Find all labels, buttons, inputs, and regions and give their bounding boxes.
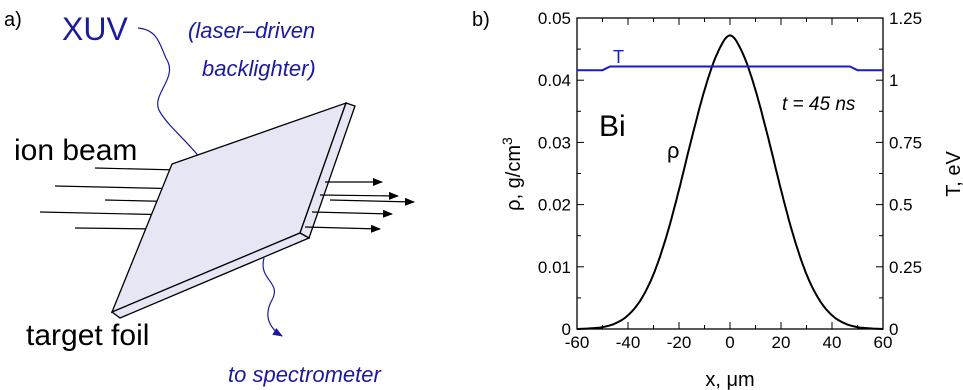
- spectrometer-path: [262, 257, 283, 337]
- y-left-tick-labels: 0 0.01 0.02 0.03 0.04 0.05: [538, 9, 571, 339]
- y-left-tick-label: 0.05: [538, 9, 571, 28]
- x-tick-label: -20: [667, 333, 692, 352]
- y-left-tick-label: 0: [562, 320, 571, 339]
- backlighter-label-line1: (laser–driven: [188, 18, 315, 43]
- x-tick-label: 40: [823, 333, 842, 352]
- y-right-tick-labels: 0 0.25 0.5 0.75 1 1.25: [889, 9, 922, 339]
- rho-series-line: [577, 34, 883, 330]
- x-tick-label: -60: [565, 333, 590, 352]
- time-note: t = 45 ns: [782, 94, 856, 115]
- ion-beam-arrows: [304, 178, 415, 233]
- x-tick-label: 0: [725, 333, 734, 352]
- rho-curve-label: ρ: [667, 138, 680, 163]
- panel-a-label: a): [4, 9, 22, 31]
- panel-a-schematic: a) XUV (laser–driven backlighter) ion be…: [4, 9, 415, 387]
- y-right-axis-label: T, eV: [943, 151, 963, 197]
- t-series-line: [577, 65, 883, 72]
- y-right-tick-label: 1.25: [889, 9, 922, 28]
- y-left-axis-label-text: ρ, g/cm: [503, 145, 525, 211]
- target-foil-label: target foil: [26, 319, 149, 352]
- backlighter-label-line2: backlighter): [202, 56, 316, 81]
- y-left-tick-label: 0.02: [538, 196, 571, 215]
- y-left-axis-label-sup: 3: [499, 137, 515, 145]
- xuv-label: XUV: [62, 11, 128, 47]
- x-tick-label: -40: [616, 333, 641, 352]
- panel-b-label: b): [472, 9, 490, 31]
- y-left-tick-label: 0.03: [538, 133, 571, 152]
- y-left-axis-label: ρ, g/cm3: [499, 137, 525, 211]
- x-tick-label: 20: [772, 333, 791, 352]
- to-spectrometer-label: to spectrometer: [228, 362, 383, 387]
- y-right-tick-label: 0: [889, 320, 898, 339]
- x-tick-label: 60: [874, 333, 893, 352]
- x-axis-label: x, μm: [705, 369, 754, 390]
- x-tick-labels: -60 -40 -20 0 20 40 60: [565, 333, 893, 352]
- y-right-tick-label: 1: [889, 71, 898, 90]
- y-right-tick-label: 0.5: [889, 196, 913, 215]
- y-left-tick-label: 0.04: [538, 71, 571, 90]
- target-foil: [110, 101, 356, 319]
- y-left-tick-label: 0.01: [538, 258, 571, 277]
- y-right-tick-label: 0.25: [889, 258, 922, 277]
- ion-beam-label: ion beam: [14, 134, 137, 167]
- t-curve-label: T: [613, 47, 624, 67]
- material-label: Bi: [599, 110, 626, 143]
- y-right-tick-label: 0.75: [889, 133, 922, 152]
- panel-b-chart: b) -60 -40 -20 0 20 40 60 0 0.01 0.02 0.03 0.04 0.0…: [472, 9, 963, 390]
